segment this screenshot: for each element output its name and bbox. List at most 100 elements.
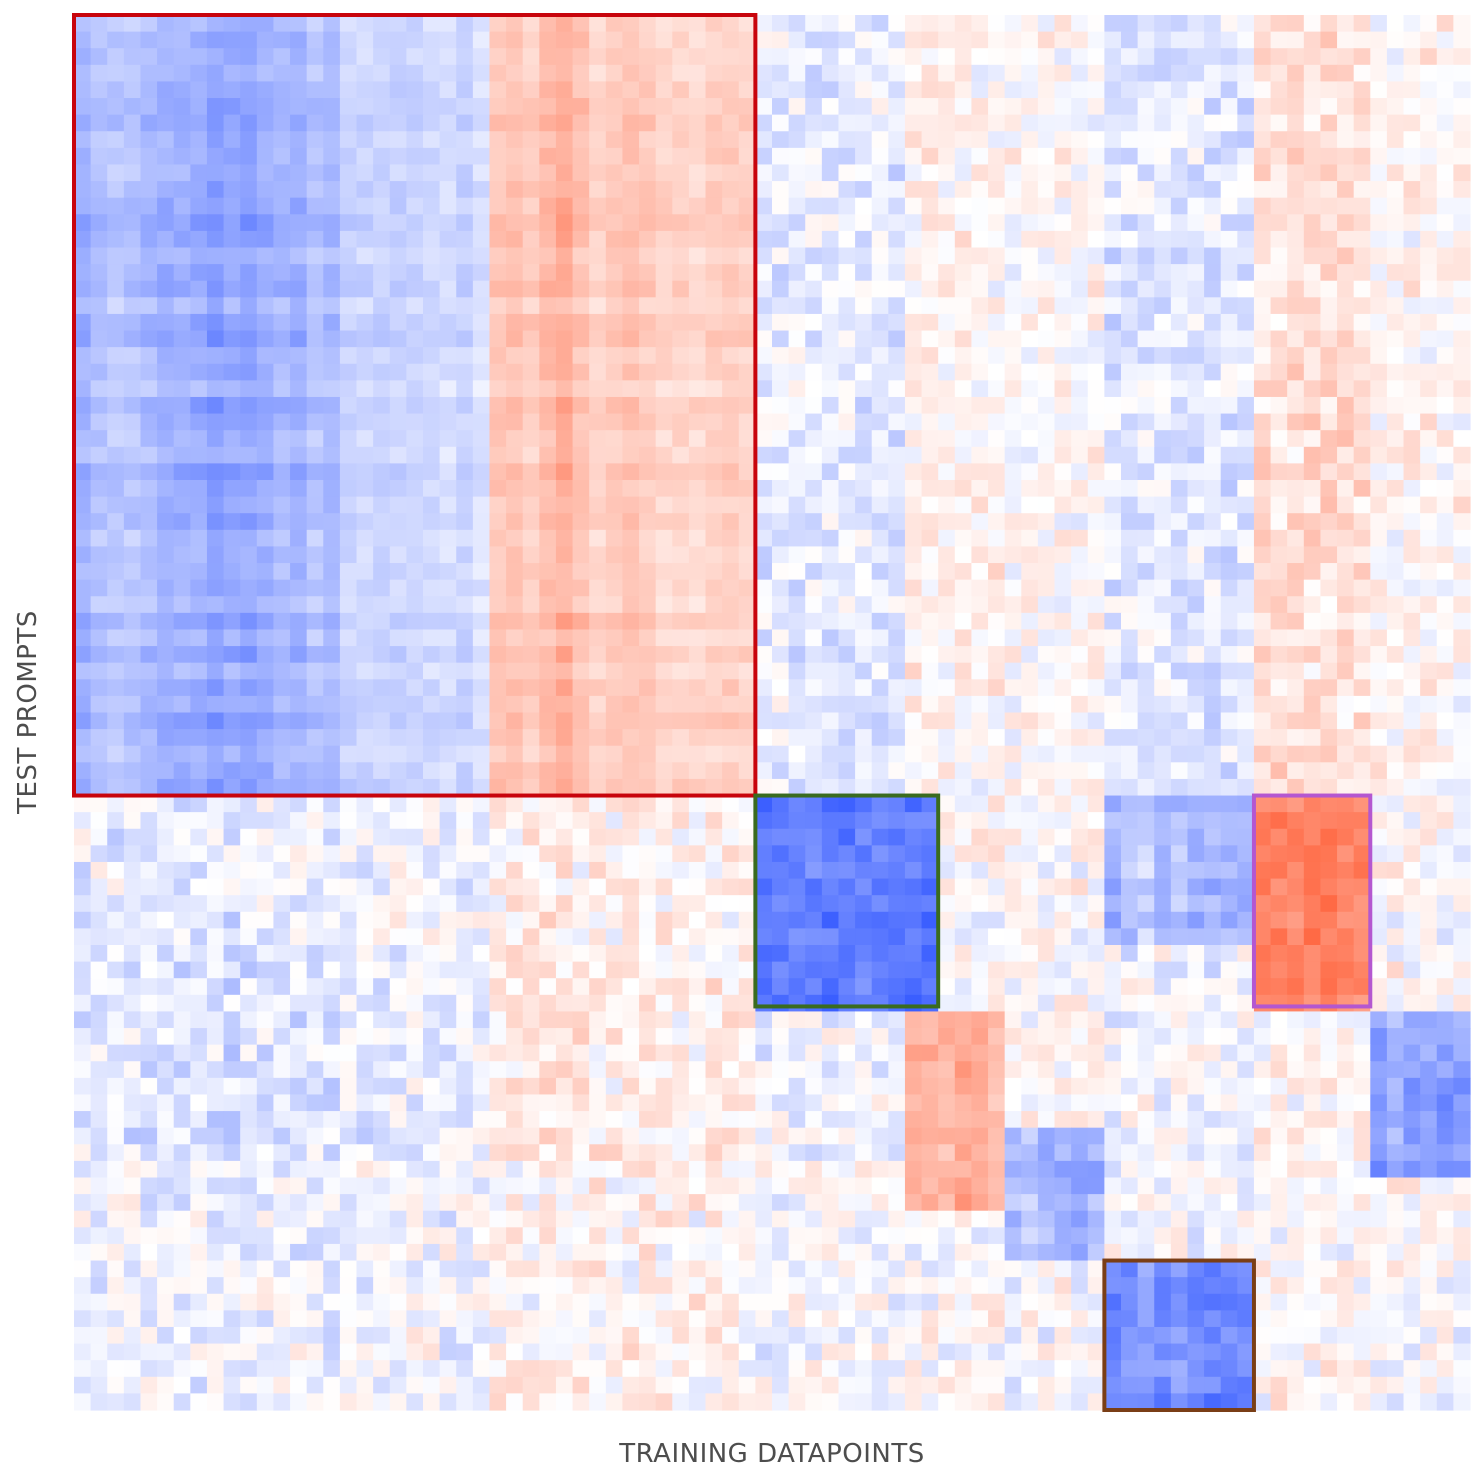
heatmap-cell <box>206 363 225 381</box>
heatmap-cell <box>389 131 407 149</box>
heatmap-cell <box>1287 363 1305 381</box>
heatmap-cell <box>622 297 640 315</box>
heatmap-cell <box>489 480 507 498</box>
heatmap-cell <box>1237 31 1255 49</box>
heatmap-cell <box>605 396 624 415</box>
heatmap-cell <box>1021 729 1039 747</box>
heatmap-cell <box>323 147 341 166</box>
heatmap-cell <box>140 31 158 49</box>
heatmap-cell <box>273 579 291 597</box>
heatmap-cell <box>406 828 424 846</box>
heatmap-cell <box>306 596 324 614</box>
heatmap-cell <box>1004 181 1022 199</box>
heatmap-cell <box>1054 646 1072 664</box>
heatmap-cell <box>373 729 391 747</box>
heatmap-cell <box>1004 745 1022 763</box>
heatmap-cell <box>788 612 806 631</box>
heatmap-cell <box>1337 15 1355 33</box>
heatmap-cell <box>755 430 773 448</box>
heatmap-cell <box>506 131 524 149</box>
heatmap-cell <box>1420 98 1438 116</box>
heatmap-cell <box>1121 413 1139 431</box>
heatmap-cell <box>1303 280 1322 298</box>
heatmap-cell <box>223 529 241 548</box>
heatmap-cell <box>273 15 291 33</box>
heatmap-cell <box>74 945 92 963</box>
heatmap-cell <box>772 729 790 747</box>
heatmap-cell <box>1054 247 1072 265</box>
heatmap-cell <box>1436 463 1454 481</box>
heatmap-cell <box>1420 313 1438 332</box>
heatmap-cell <box>1037 812 1056 830</box>
heatmap-cell <box>1420 828 1438 846</box>
heatmap-cell <box>306 978 324 996</box>
heatmap-cell <box>705 529 723 548</box>
heatmap-cell <box>705 861 723 880</box>
heatmap-cell <box>639 563 657 581</box>
heatmap-cell <box>1037 181 1056 199</box>
heatmap-cell <box>1187 396 1205 415</box>
heatmap-cell <box>423 762 441 780</box>
heatmap-cell <box>1087 662 1105 680</box>
heatmap-cell <box>373 280 391 298</box>
heatmap-cell <box>290 114 308 132</box>
heatmap-cell <box>805 762 823 780</box>
heatmap-cell <box>672 679 690 697</box>
heatmap-cell <box>954 911 973 929</box>
heatmap-cell <box>439 828 457 846</box>
heatmap-cell <box>456 961 474 979</box>
heatmap-cell <box>1237 297 1255 315</box>
heatmap-cell <box>971 978 989 996</box>
heatmap-cell <box>772 978 790 996</box>
heatmap-cell <box>904 563 923 581</box>
heatmap-cell <box>240 446 258 464</box>
heatmap-cell <box>971 480 989 498</box>
heatmap-cell <box>1187 280 1205 298</box>
heatmap-cell <box>722 795 740 813</box>
heatmap-cell <box>1386 612 1405 631</box>
heatmap-cell <box>1420 164 1438 182</box>
heatmap-cell <box>472 230 491 249</box>
heatmap-cell <box>1087 347 1105 365</box>
heatmap-cell <box>522 480 540 498</box>
heatmap-cell <box>1104 513 1122 531</box>
heatmap-cell <box>157 430 175 448</box>
heatmap-cell <box>904 347 923 365</box>
heatmap-cell <box>256 812 275 830</box>
heatmap-cell <box>1104 529 1122 548</box>
heatmap-cell <box>373 945 391 963</box>
heatmap-cell <box>140 230 158 249</box>
heatmap-cell <box>1237 812 1255 830</box>
heatmap-cell <box>672 778 690 797</box>
heatmap-cell <box>722 313 740 332</box>
heatmap-cell <box>788 480 806 498</box>
heatmap-cell <box>871 214 889 232</box>
heatmap-cell <box>1121 662 1139 680</box>
heatmap-cell <box>456 878 474 896</box>
heatmap-cell <box>1170 64 1189 83</box>
heatmap-cell <box>1037 330 1056 348</box>
heatmap-cell <box>555 230 574 249</box>
heatmap-cell <box>539 430 557 448</box>
heatmap-cell <box>506 114 524 132</box>
heatmap-cell <box>1287 928 1305 946</box>
heatmap-cell <box>1303 729 1322 747</box>
heatmap-cell <box>1087 695 1105 714</box>
heatmap-cell <box>1270 463 1288 481</box>
heatmap-cell <box>821 297 840 315</box>
heatmap-cell <box>904 363 923 381</box>
heatmap-cell <box>1004 928 1022 946</box>
heatmap-cell <box>356 214 374 232</box>
heatmap-cell <box>423 413 441 431</box>
heatmap-cell <box>539 828 557 846</box>
heatmap-cell <box>290 230 308 249</box>
heatmap-cell <box>1037 546 1056 564</box>
heatmap-cell <box>206 646 225 664</box>
heatmap-cell <box>1121 911 1139 929</box>
heatmap-cell <box>123 529 142 548</box>
heatmap-cell <box>1137 446 1155 464</box>
heatmap-cell <box>339 778 358 797</box>
heatmap-cell <box>506 662 524 680</box>
heatmap-cell <box>323 579 341 597</box>
heatmap-cell <box>456 662 474 680</box>
